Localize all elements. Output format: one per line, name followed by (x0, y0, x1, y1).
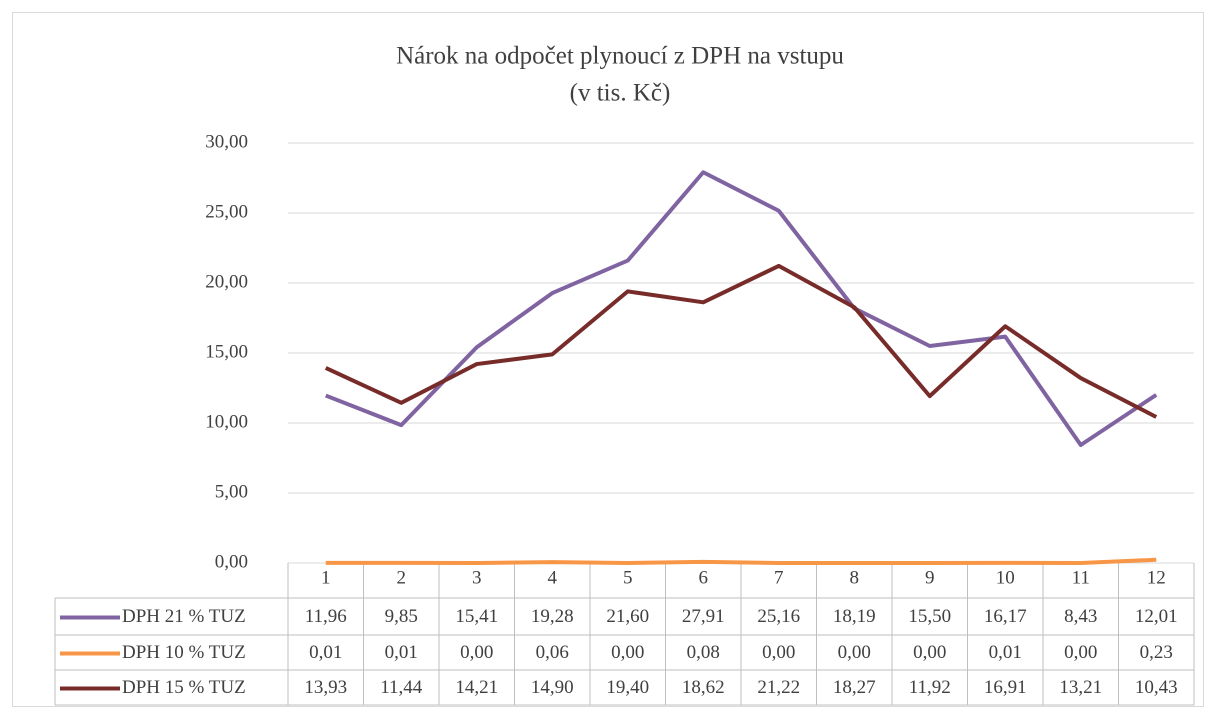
table-value: 16,91 (984, 677, 1027, 698)
table-value: 0,06 (536, 642, 569, 663)
series-line (325, 557, 1157, 565)
x-tick-label: 9 (925, 567, 935, 588)
series-line (324, 263, 1158, 419)
chart-border (12, 12, 1204, 707)
table-value: 9,85 (385, 606, 418, 627)
table-value: 14,90 (531, 677, 574, 698)
table-value: 13,21 (1059, 677, 1102, 698)
series-line (325, 170, 1158, 447)
table-value: 18,27 (833, 677, 876, 698)
legend-label: DPH 10 % TUZ (122, 642, 246, 663)
table-value: 18,19 (833, 606, 876, 627)
x-tick-label: 5 (623, 567, 633, 588)
table-value: 0,08 (687, 642, 720, 663)
table-value: 21,22 (757, 677, 800, 698)
table-value: 8,43 (1064, 606, 1097, 627)
table-value: 0,00 (838, 642, 871, 663)
y-tick-label: 5,00 (215, 481, 248, 502)
x-tick-label: 12 (1147, 567, 1166, 588)
table-value: 15,41 (455, 606, 498, 627)
x-tick-label: 11 (1072, 567, 1090, 588)
table-value: 0,00 (611, 642, 644, 663)
y-tick-label: 30,00 (205, 131, 248, 152)
table-value: 18,62 (682, 677, 725, 698)
table-value: 11,96 (305, 606, 347, 627)
table-value: 0,00 (913, 642, 946, 663)
table-value: 0,01 (309, 642, 342, 663)
table-value: 0,01 (385, 642, 418, 663)
y-tick-label: 20,00 (205, 271, 248, 292)
table-value: 0,00 (460, 642, 493, 663)
table-value: 27,91 (682, 606, 725, 627)
table-value: 0,01 (989, 642, 1022, 663)
y-tick-label: 15,00 (205, 341, 248, 362)
table-value: 11,92 (909, 677, 951, 698)
table-value: 19,40 (606, 677, 649, 698)
x-tick-label: 10 (996, 567, 1015, 588)
table-value: 13,93 (304, 677, 347, 698)
x-tick-label: 8 (850, 567, 860, 588)
y-tick-label: 10,00 (205, 411, 248, 432)
table-value: 14,21 (455, 677, 498, 698)
x-tick-label: 4 (548, 567, 558, 588)
x-tick-label: 2 (397, 567, 407, 588)
x-tick-label: 1 (321, 567, 331, 588)
table-value: 0,23 (1140, 642, 1173, 663)
table-value: 16,17 (984, 606, 1027, 627)
table-value: 0,00 (762, 642, 795, 663)
x-tick-label: 7 (774, 567, 784, 588)
chart-subtitle: (v tis. Kč) (570, 80, 671, 107)
legend-label: DPH 15 % TUZ (122, 677, 246, 698)
legend-label: DPH 21 % TUZ (122, 606, 246, 627)
x-tick-label: 3 (472, 567, 482, 588)
y-tick-label: 25,00 (205, 201, 248, 222)
chart-title: Nárok na odpočet plynoucí z DPH na vstup… (396, 43, 844, 70)
table-value: 19,28 (531, 606, 574, 627)
table-value: 0,00 (1064, 642, 1097, 663)
y-tick-label: 0,00 (215, 551, 248, 572)
table-value: 15,50 (908, 606, 951, 627)
table-value: 12,01 (1135, 606, 1178, 627)
table-value: 25,16 (757, 606, 800, 627)
x-tick-label: 6 (699, 567, 709, 588)
table-value: 11,44 (380, 677, 423, 698)
table-value: 10,43 (1135, 677, 1178, 698)
table-value: 21,60 (606, 606, 649, 627)
